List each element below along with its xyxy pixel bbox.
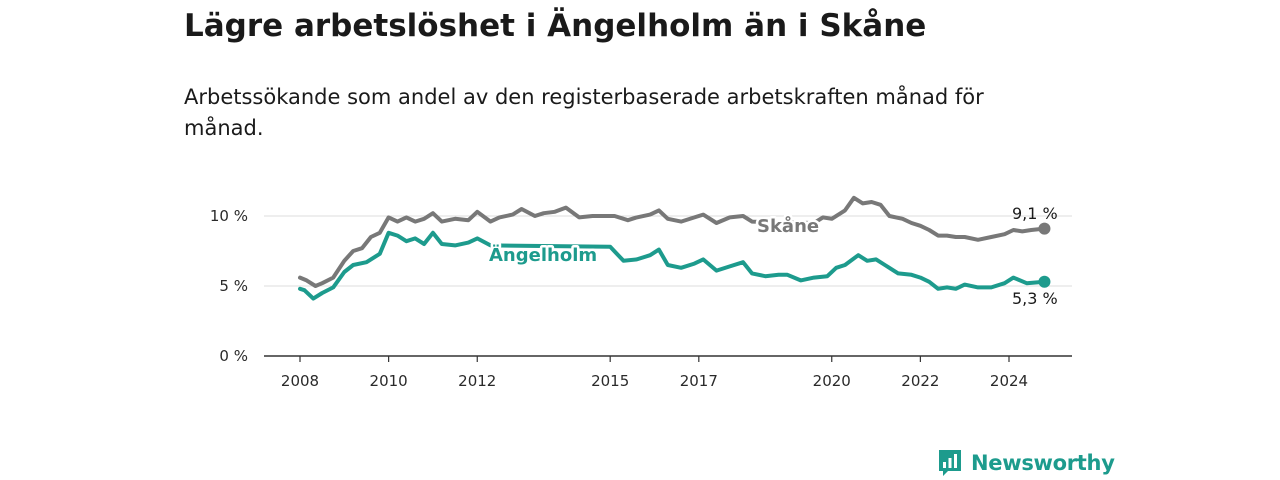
series-label-skane: Skåne [757,215,819,237]
newsworthy-logo-icon [939,450,961,476]
chart-title: Lägre arbetslöshet i Ängelholm än i Skån… [184,8,927,44]
y-tick-label: 5 % [219,277,248,295]
series-line-1 [298,230,1047,301]
newsworthy-logo-text: Newsworthy [971,451,1115,475]
end-label-skane: 9,1 % [1012,204,1058,223]
series-label-angelholm: Ängelholm [489,244,597,266]
y-tick-label: 0 % [219,347,248,365]
end-label-angelholm: 5,3 % [1012,289,1058,308]
y-tick-label: 10 % [210,207,248,225]
newsworthy-logo[interactable]: Newsworthy [937,448,1115,478]
series-endpoint-0 [1038,222,1051,235]
x-tick-label: 2022 [901,372,939,390]
series-line-0 [298,195,1047,288]
x-tick-label: 2008 [281,372,319,390]
x-tick-label: 2020 [813,372,851,390]
chart-subtitle: Arbetssökande som andel av den registerb… [184,85,984,140]
x-tick-label: 2024 [990,372,1028,390]
x-tick-label: 2010 [370,372,408,390]
x-tick-label: 2012 [458,372,496,390]
x-tick-label: 2015 [591,372,629,390]
series-endpoint-1 [1038,275,1051,288]
x-tick-label: 2017 [680,372,718,390]
